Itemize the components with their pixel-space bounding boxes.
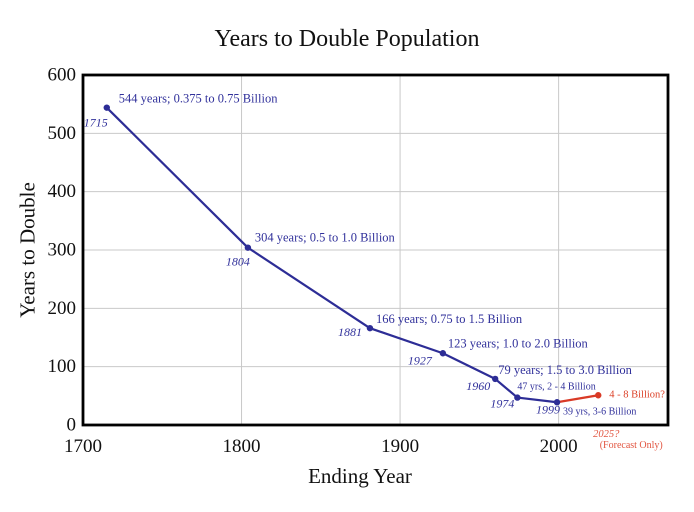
data-point-marker [439,350,447,357]
y-tick-label: 600 [48,65,77,86]
x-tick-label: 1900 [381,436,419,457]
y-tick-label: 100 [48,356,77,377]
x-tick-label: 1800 [223,436,261,457]
y-tick-label: 500 [48,123,77,144]
forecast-note: (Forecast Only) [600,440,663,451]
point-annotation: 4 - 8 Billion? [609,389,665,400]
point-year-label: 1960 [466,379,490,393]
point-annotation: 79 years; 1.5 to 3.0 Billion [498,363,632,377]
point-year-label: 1881 [338,325,362,339]
forecast-year-label: 2025? [593,429,620,440]
y-tick-label: 400 [48,181,77,202]
data-point-marker [103,104,110,111]
x-tick-label: 2000 [540,436,578,457]
point-annotation: 166 years; 0.75 to 1.5 Billion [376,312,523,326]
data-point-marker [514,394,521,401]
forecast-line [555,394,600,404]
y-tick-label: 300 [48,240,77,261]
point-year-label: 1927 [408,353,433,367]
data-point-marker [244,244,252,251]
history-line [105,106,559,404]
point-year-label: 1974 [490,397,514,411]
point-annotation: 304 years; 0.5 to 1.0 Billion [255,231,396,245]
x-tick-label: 1700 [64,436,102,457]
point-year-label: 1715 [84,116,108,130]
data-point-marker [491,375,499,383]
y-tick-label: 0 [67,415,77,436]
point-annotation: 47 yrs, 2 - 4 Billion [517,382,595,393]
point-annotation: 123 years; 1.0 to 2.0 Billion [448,336,589,350]
chart-title: Years to Double Population [214,26,480,52]
data-point-marker [366,324,374,332]
data-point-marker [553,399,561,406]
plot-border [81,73,670,427]
point-annotation: 544 years; 0.375 to 0.75 Billion [119,92,278,106]
point-year-label: 1804 [226,255,250,269]
forecast-point-marker [595,392,602,399]
y-tick-label: 200 [48,298,77,319]
point-annotation: 39 yrs, 3-6 Billion [563,406,636,417]
x-axis-title: Ending Year [308,464,412,488]
point-year-label: 1999 [536,402,560,416]
